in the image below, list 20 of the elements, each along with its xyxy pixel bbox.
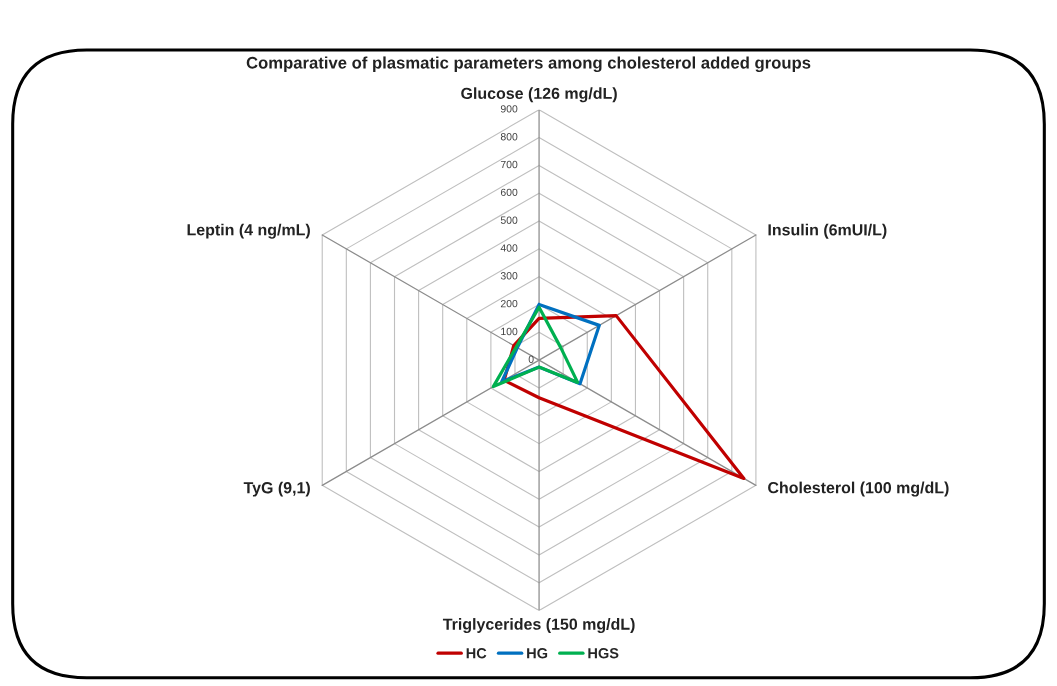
spoke-label: TyG (9,1) [243,481,310,497]
y-tick-label: 400 [500,244,518,252]
spoke-label: Leptin (4 ng/mL) [187,223,310,239]
y-tick-label: 900 [500,105,518,113]
legend-label: HGS [588,648,619,659]
legend-label: HG [527,648,548,659]
spoke-label: Triglycerides (150 mg/dL) [442,618,635,634]
y-tick-label: 0 [528,355,534,363]
y-tick-label: 200 [500,299,518,308]
y-tick-label: 800 [500,133,518,141]
y-tick-label: 500 [500,216,518,224]
y-tick-label: 100 [501,327,518,336]
spoke-label: Cholesterol (100 mg/dL) [768,481,949,497]
spoke-label: Insulin (6mUI/L) [768,223,887,239]
y-tick-label: 300 [500,272,518,280]
y-tick-label: 600 [500,188,518,197]
chart-title: Comparative of plasmatic parameters among cholesterol added groups [246,56,811,73]
spoke-label: Glucose (126 mg/dL) [461,87,617,103]
legend-label: HC [466,648,487,659]
y-tick-label: 700 [500,160,518,169]
